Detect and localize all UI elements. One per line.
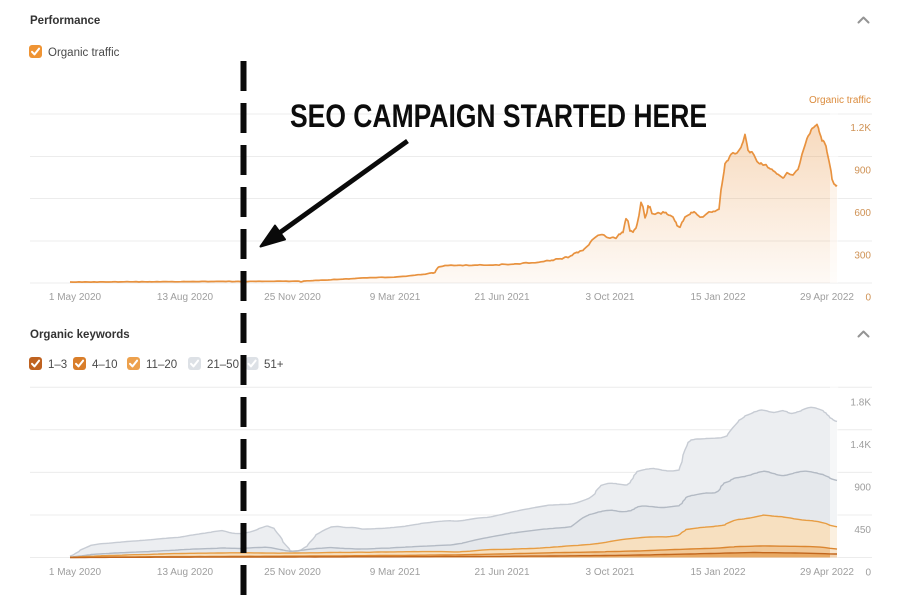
svg-text:1–3: 1–3 (48, 359, 67, 371)
svg-text:15 Jan 2022: 15 Jan 2022 (690, 567, 745, 578)
svg-text:21 Jun 2021: 21 Jun 2021 (474, 567, 529, 578)
svg-text:0: 0 (865, 568, 871, 579)
svg-text:Organic traffic: Organic traffic (809, 95, 871, 106)
svg-text:9 Mar 2021: 9 Mar 2021 (370, 292, 421, 303)
svg-text:3 Oct 2021: 3 Oct 2021 (586, 292, 635, 303)
svg-text:51+: 51+ (264, 359, 284, 371)
svg-text:3 Oct 2021: 3 Oct 2021 (586, 567, 635, 578)
svg-text:SEO CAMPAIGN STARTED HERE: SEO CAMPAIGN STARTED HERE (290, 98, 707, 134)
svg-text:11–20: 11–20 (146, 359, 177, 371)
svg-text:0: 0 (865, 293, 871, 304)
svg-text:300: 300 (854, 251, 871, 262)
svg-text:25 Nov 2020: 25 Nov 2020 (264, 292, 321, 303)
svg-text:450: 450 (854, 525, 871, 536)
svg-text:15 Jan 2022: 15 Jan 2022 (690, 292, 745, 303)
svg-text:900: 900 (854, 166, 871, 177)
svg-text:Performance: Performance (30, 15, 100, 27)
svg-text:13 Aug 2020: 13 Aug 2020 (157, 567, 214, 578)
svg-text:21 Jun 2021: 21 Jun 2021 (474, 292, 529, 303)
svg-text:4–10: 4–10 (92, 359, 118, 371)
svg-text:13 Aug 2020: 13 Aug 2020 (157, 292, 214, 303)
svg-text:1.8K: 1.8K (850, 398, 871, 409)
svg-text:21–50: 21–50 (207, 359, 239, 371)
svg-text:29 Apr 2022: 29 Apr 2022 (800, 292, 854, 303)
svg-text:1.2K: 1.2K (850, 123, 871, 134)
svg-text:Organic keywords: Organic keywords (30, 329, 130, 341)
svg-text:600: 600 (854, 208, 871, 219)
svg-text:1 May 2020: 1 May 2020 (49, 292, 102, 303)
svg-text:900: 900 (854, 483, 871, 494)
svg-text:1 May 2020: 1 May 2020 (49, 567, 102, 578)
svg-text:25 Nov 2020: 25 Nov 2020 (264, 567, 321, 578)
svg-text:1.4K: 1.4K (850, 440, 871, 451)
svg-text:9 Mar 2021: 9 Mar 2021 (370, 567, 421, 578)
svg-text:Organic traffic: Organic traffic (48, 47, 120, 59)
svg-text:29 Apr 2022: 29 Apr 2022 (800, 567, 854, 578)
